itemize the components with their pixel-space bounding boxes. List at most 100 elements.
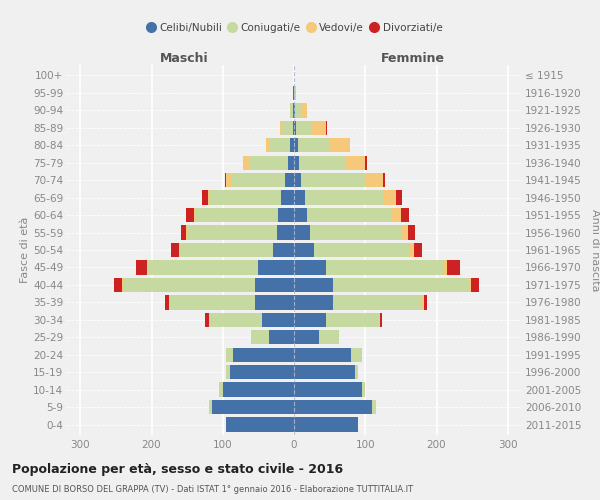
Bar xyxy=(294,400,373,414)
Bar xyxy=(294,138,298,152)
Bar xyxy=(294,243,314,257)
Bar xyxy=(262,312,294,327)
Bar xyxy=(305,190,383,205)
Bar xyxy=(205,312,209,327)
Bar xyxy=(471,278,479,292)
Bar xyxy=(290,103,293,118)
Bar xyxy=(301,103,307,118)
Bar xyxy=(277,226,294,239)
Bar xyxy=(294,260,326,274)
Bar xyxy=(194,208,196,222)
Bar xyxy=(294,278,333,292)
Bar xyxy=(169,295,255,310)
Bar xyxy=(380,312,382,327)
Bar xyxy=(286,173,294,188)
Bar xyxy=(251,330,269,344)
Bar xyxy=(281,190,294,205)
Bar xyxy=(294,312,326,327)
Bar xyxy=(443,260,447,274)
Bar xyxy=(226,418,294,432)
Bar xyxy=(294,330,319,344)
Bar xyxy=(187,226,188,239)
Bar xyxy=(226,348,233,362)
Bar xyxy=(208,190,210,205)
Bar xyxy=(210,190,281,205)
Bar xyxy=(312,120,326,135)
Bar xyxy=(326,260,443,274)
Bar xyxy=(299,156,346,170)
Bar xyxy=(265,138,269,152)
Bar xyxy=(301,173,365,188)
Bar xyxy=(212,400,294,414)
Bar xyxy=(326,312,380,327)
Bar xyxy=(365,173,383,188)
Bar xyxy=(422,295,424,310)
Bar xyxy=(272,243,294,257)
Bar xyxy=(314,243,410,257)
Bar xyxy=(410,243,414,257)
Bar xyxy=(165,295,169,310)
Bar xyxy=(294,295,333,310)
Bar xyxy=(293,120,294,135)
Bar xyxy=(223,382,294,397)
Bar xyxy=(294,418,358,432)
Bar xyxy=(293,103,294,118)
Bar xyxy=(319,330,339,344)
Bar xyxy=(146,260,148,274)
Bar xyxy=(310,226,403,239)
Bar xyxy=(295,103,301,118)
Bar xyxy=(333,295,422,310)
Legend: Celibi/Nubili, Coniugati/e, Vedovi/e, Divorziati/e: Celibi/Nubili, Coniugati/e, Vedovi/e, Di… xyxy=(141,18,447,37)
Bar xyxy=(225,173,226,188)
Bar xyxy=(362,382,365,397)
Bar xyxy=(392,208,401,222)
Bar xyxy=(232,173,286,188)
Bar xyxy=(259,260,294,274)
Bar xyxy=(346,156,365,170)
Bar xyxy=(123,278,255,292)
Bar xyxy=(294,103,295,118)
Bar xyxy=(172,243,179,257)
Bar xyxy=(249,156,289,170)
Bar xyxy=(255,278,294,292)
Text: COMUNE DI BORSO DEL GRAPPA (TV) - Dati ISTAT 1° gennaio 2016 - Elaborazione TUTT: COMUNE DI BORSO DEL GRAPPA (TV) - Dati I… xyxy=(12,485,413,494)
Bar xyxy=(383,190,396,205)
Bar xyxy=(294,190,305,205)
Bar xyxy=(242,156,244,170)
Bar xyxy=(294,120,296,135)
Bar xyxy=(188,226,277,239)
Bar xyxy=(294,226,310,239)
Bar xyxy=(403,226,408,239)
Bar xyxy=(326,120,327,135)
Bar xyxy=(373,400,376,414)
Bar xyxy=(233,348,294,362)
Bar xyxy=(307,208,392,222)
Bar xyxy=(469,278,471,292)
Bar xyxy=(209,400,212,414)
Bar xyxy=(255,295,294,310)
Y-axis label: Fasce di età: Fasce di età xyxy=(20,217,30,283)
Bar xyxy=(294,173,301,188)
Bar xyxy=(333,278,469,292)
Bar xyxy=(294,208,307,222)
Bar xyxy=(244,156,249,170)
Bar xyxy=(148,260,259,274)
Bar xyxy=(122,278,123,292)
Bar xyxy=(294,156,299,170)
Bar xyxy=(351,348,362,362)
Bar xyxy=(269,138,290,152)
Bar xyxy=(186,208,194,222)
Text: Popolazione per età, sesso e stato civile - 2016: Popolazione per età, sesso e stato civil… xyxy=(12,462,343,475)
Bar xyxy=(408,226,415,239)
Bar xyxy=(219,382,223,397)
Bar xyxy=(396,190,401,205)
Bar xyxy=(447,260,460,274)
Bar xyxy=(282,120,293,135)
Bar xyxy=(181,226,187,239)
Bar xyxy=(355,365,358,380)
Bar xyxy=(383,173,385,188)
Text: Maschi: Maschi xyxy=(160,52,209,65)
Bar xyxy=(293,86,294,100)
Bar xyxy=(209,312,262,327)
Bar xyxy=(202,190,208,205)
